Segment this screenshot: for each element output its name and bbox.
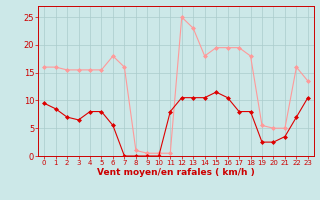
X-axis label: Vent moyen/en rafales ( km/h ): Vent moyen/en rafales ( km/h ) — [97, 168, 255, 177]
